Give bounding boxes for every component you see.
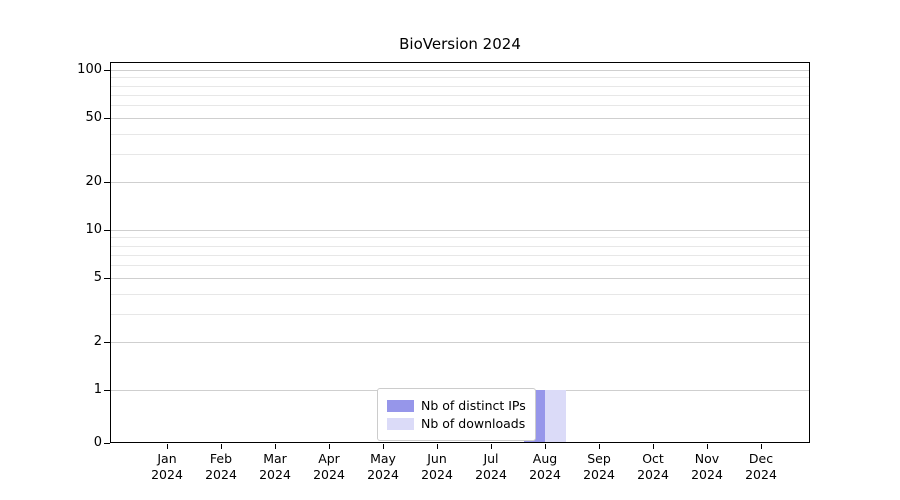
- y-tick-label: 10: [85, 222, 102, 237]
- x-tick-mark: [491, 444, 492, 449]
- x-tick-month: Aug: [532, 451, 558, 466]
- y-tick-label: 1: [93, 382, 102, 397]
- x-tick-mark: [653, 444, 654, 449]
- x-tick-month: Oct: [642, 451, 664, 466]
- x-tick-year: 2024: [475, 467, 507, 482]
- x-tick-mark: [599, 444, 600, 449]
- legend: Nb of distinct IPs Nb of downloads: [377, 388, 536, 441]
- x-tick-mark: [761, 444, 762, 449]
- chart-title: BioVersion 2024: [399, 35, 521, 53]
- gridline-major: [111, 278, 809, 279]
- x-tick-year: 2024: [367, 467, 399, 482]
- x-tick-month: Apr: [318, 451, 340, 466]
- gridline-minor: [111, 294, 809, 295]
- x-tick-month: Jul: [483, 451, 499, 466]
- x-tick-month: Jun: [427, 451, 447, 466]
- y-tick-label: 0: [93, 435, 102, 450]
- bar-downloads: [545, 390, 566, 443]
- y-tick-label: 2: [93, 334, 102, 349]
- x-tick-label: Jul 2024: [461, 451, 521, 483]
- x-tick-mark: [329, 444, 330, 449]
- gridline-minor: [111, 134, 809, 135]
- gridline-minor: [111, 255, 809, 256]
- x-tick-label: Sep 2024: [569, 451, 629, 483]
- x-tick-mark: [275, 444, 276, 449]
- x-tick-month: Mar: [263, 451, 287, 466]
- y-tick-mark: [104, 118, 110, 119]
- gridline-minor: [111, 237, 809, 238]
- legend-item-distinct-ips: Nb of distinct IPs: [387, 398, 526, 413]
- gridline-major: [111, 118, 809, 119]
- x-tick-label: Aug 2024: [515, 451, 575, 483]
- x-tick-label: May 2024: [353, 451, 413, 483]
- gridline-major: [111, 70, 809, 71]
- x-tick-month: Feb: [209, 451, 233, 466]
- x-tick-label: Mar 2024: [245, 451, 305, 483]
- x-tick-year: 2024: [259, 467, 291, 482]
- x-tick-label: Dec 2024: [731, 451, 791, 483]
- x-tick-label: Apr 2024: [299, 451, 359, 483]
- x-tick-year: 2024: [205, 467, 237, 482]
- y-tick-label: 100: [77, 62, 102, 77]
- x-tick-mark: [437, 444, 438, 449]
- x-tick-mark: [545, 444, 546, 449]
- x-tick-month: Sep: [587, 451, 611, 466]
- x-tick-month: May: [370, 451, 396, 466]
- x-tick-year: 2024: [151, 467, 183, 482]
- y-tick-mark: [104, 70, 110, 71]
- x-tick-month: Dec: [748, 451, 774, 466]
- plot-area: [110, 62, 810, 443]
- legend-label-distinct-ips: Nb of distinct IPs: [421, 398, 526, 413]
- x-tick-mark: [383, 444, 384, 449]
- y-tick-mark: [104, 278, 110, 279]
- x-tick-year: 2024: [583, 467, 615, 482]
- gridline-minor: [111, 265, 809, 266]
- x-tick-label: Jan 2024: [137, 451, 197, 483]
- gridline-major: [111, 342, 809, 343]
- gridline-minor: [111, 86, 809, 87]
- x-tick-mark: [221, 444, 222, 449]
- x-tick-label: Feb 2024: [191, 451, 251, 483]
- x-tick-mark: [707, 444, 708, 449]
- legend-label-downloads: Nb of downloads: [421, 416, 526, 431]
- legend-swatch-distinct-ips: [387, 399, 414, 412]
- gridline-minor: [111, 77, 809, 78]
- x-tick-month: Nov: [694, 451, 720, 466]
- x-tick-month: Jan: [157, 451, 177, 466]
- gridline-minor: [111, 154, 809, 155]
- gridline-minor: [111, 246, 809, 247]
- x-tick-year: 2024: [691, 467, 723, 482]
- legend-swatch-downloads: [387, 417, 414, 430]
- x-tick-year: 2024: [313, 467, 345, 482]
- gridline-major: [111, 182, 809, 183]
- y-tick-mark: [104, 182, 110, 183]
- gridline-minor: [111, 95, 809, 96]
- x-tick-label: Oct 2024: [623, 451, 683, 483]
- y-tick-mark: [104, 342, 110, 343]
- y-tick-label: 5: [93, 270, 102, 285]
- gridline-minor: [111, 105, 809, 106]
- y-tick-mark: [104, 443, 110, 444]
- x-tick-year: 2024: [421, 467, 453, 482]
- gridline-minor: [111, 314, 809, 315]
- x-tick-label: Jun 2024: [407, 451, 467, 483]
- y-tick-label: 20: [85, 174, 102, 189]
- x-tick-label: Nov 2024: [677, 451, 737, 483]
- gridline-major: [111, 230, 809, 231]
- y-tick-mark: [104, 230, 110, 231]
- x-tick-year: 2024: [745, 467, 777, 482]
- legend-item-downloads: Nb of downloads: [387, 416, 526, 431]
- y-tick-mark: [104, 390, 110, 391]
- x-tick-year: 2024: [637, 467, 669, 482]
- x-tick-year: 2024: [529, 467, 561, 482]
- x-tick-mark: [167, 444, 168, 449]
- y-tick-label: 50: [85, 110, 102, 125]
